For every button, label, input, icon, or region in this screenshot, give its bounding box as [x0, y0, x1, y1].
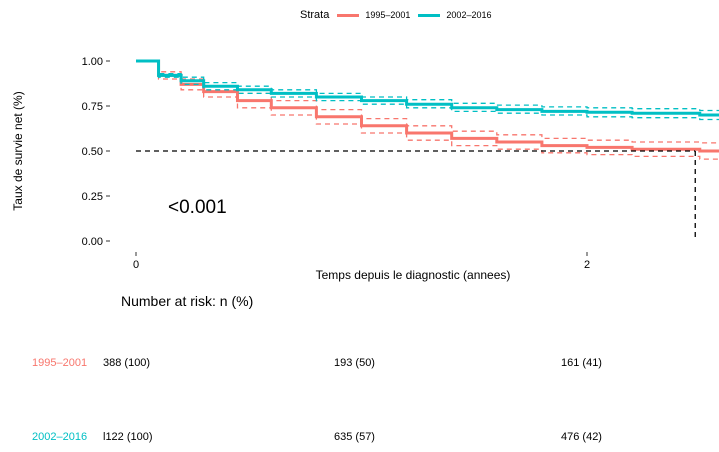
risk-row-label-2002-2016: 2002–2016	[32, 431, 88, 443]
legend-label-2002-2016: 2002–2016	[446, 10, 492, 20]
ci-lower-1995-2001	[136, 60, 719, 160]
legend-key-2002-2016	[418, 13, 441, 17]
risk-cell-1995-t4: 161 (41)	[561, 357, 602, 369]
plot-area	[136, 59, 719, 160]
y-axis-title: Taux de survie net (%)	[11, 91, 25, 210]
y-tick-label: 0.00	[82, 236, 103, 248]
ci-upper-2002-2016	[136, 60, 719, 112]
x-axis-title: Temps depuis le diagnostic (annees)	[316, 268, 511, 282]
legend-key-1995-2001	[337, 13, 360, 17]
survival-plot: 0.000.250.500.751.00024Temps depuis le d…	[11, 56, 719, 282]
p-value-annotation: <0.001	[168, 197, 227, 218]
x-tick-label: 0	[133, 259, 139, 271]
risk-row-label-1995-2001: 1995–2001	[32, 357, 88, 369]
risk-cell-2002-t2: 635 (57)	[334, 431, 375, 443]
y-tick-label: 0.50	[82, 146, 103, 158]
risk-cell-1995-t0: 388 (100)	[103, 357, 151, 369]
risk-cell-2002-t0: l122 (100)	[103, 431, 153, 443]
x-tick-label: 2	[584, 259, 590, 271]
y-tick-label: 0.75	[82, 101, 103, 113]
y-tick-label: 0.25	[82, 191, 103, 203]
survival-curve-2002-2016	[136, 59, 719, 117]
y-tick-label: 1.00	[82, 56, 103, 68]
risk-cell-1995-t2: 193 (50)	[334, 357, 375, 369]
survival-curve-1995-2001	[136, 59, 719, 153]
ci-lower-2002-2016	[136, 60, 719, 121]
legend: Strata 1995–2001 2002–2016	[300, 9, 491, 21]
risk-table-title: Number at risk: n (%)	[121, 293, 254, 309]
legend-label-1995-2001: 1995–2001	[365, 10, 411, 20]
legend-title: Strata	[300, 9, 330, 21]
risk-cell-2002-t4: 476 (42)	[561, 431, 602, 443]
